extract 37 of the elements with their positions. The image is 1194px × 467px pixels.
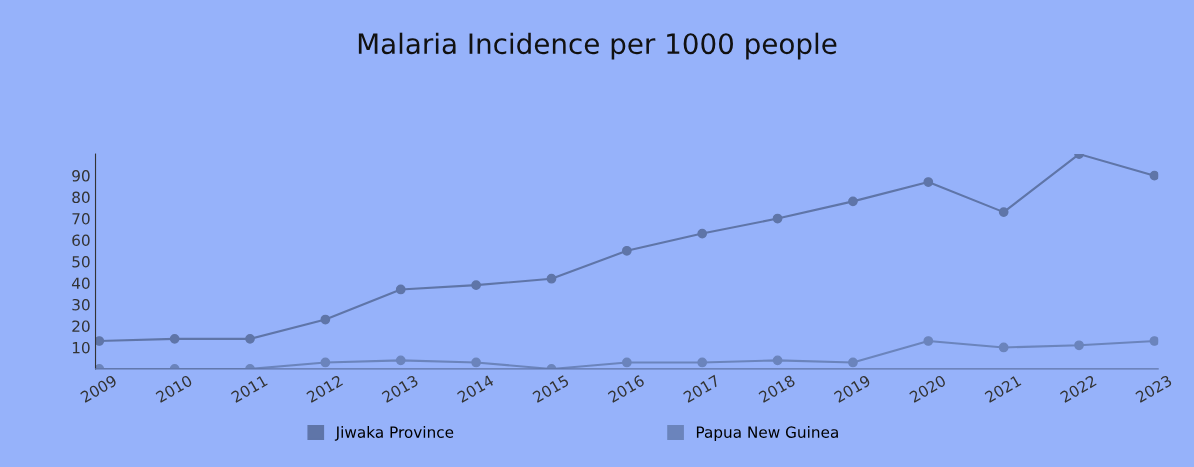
point (848, 357, 858, 368)
point (471, 357, 481, 368)
y-tick-label: 80 (72, 191, 90, 204)
legend-label: Jiwaka Province (334, 426, 454, 441)
point (923, 177, 934, 187)
point (697, 357, 708, 368)
point (1149, 336, 1159, 346)
point (998, 342, 1009, 353)
point (546, 273, 557, 284)
y-tick-label: 10 (72, 341, 90, 354)
point (848, 196, 858, 207)
point (697, 228, 708, 239)
point (621, 245, 632, 256)
point (320, 314, 331, 325)
point (320, 357, 331, 368)
point (998, 207, 1009, 217)
point (621, 357, 632, 368)
y-tick-label: 90 (72, 170, 90, 182)
y-tick-label: 40 (71, 277, 90, 290)
y-tick-label: 60 (72, 234, 90, 247)
point (395, 284, 406, 295)
point (471, 280, 481, 291)
legend-label: Papua New Guinea (696, 426, 838, 441)
point (395, 355, 406, 366)
point (1074, 340, 1084, 351)
y-tick-label: 30 (72, 298, 90, 311)
point (245, 333, 255, 344)
y-tick-label: 20 (72, 320, 90, 332)
y-tick-label: 50 (72, 255, 90, 268)
point (169, 333, 180, 344)
point (95, 336, 105, 346)
point (1149, 170, 1159, 181)
point (923, 336, 934, 346)
point (772, 213, 783, 224)
chart-title: Malaria Incidence per 1000 people (358, 32, 837, 60)
y-tick-label: 70 (72, 213, 90, 225)
point (772, 355, 783, 366)
